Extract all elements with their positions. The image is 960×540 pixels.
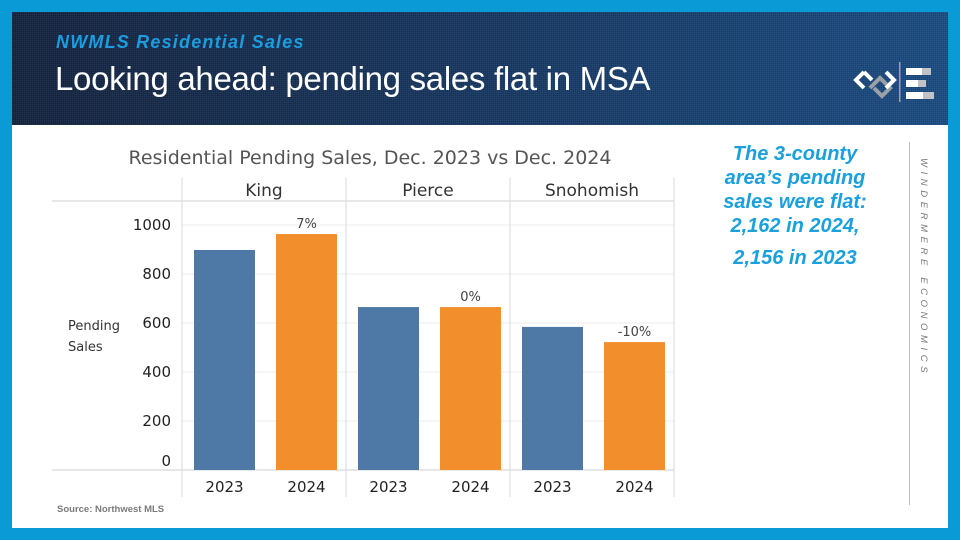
x-tick-label: 2023 bbox=[533, 478, 571, 496]
panel-title-pierce: Pierce bbox=[402, 181, 453, 201]
side-note-line: 2,162 in 2024, bbox=[730, 215, 860, 237]
economics-bars-icon bbox=[906, 68, 934, 99]
x-tick-label: 2024 bbox=[287, 478, 325, 496]
side-note: The 3-county area’s pending sales were f… bbox=[700, 142, 890, 270]
y-axis-label-line1: Pending bbox=[68, 319, 120, 334]
y-tick-label: 800 bbox=[142, 265, 171, 283]
bar-king-2023 bbox=[194, 249, 255, 470]
change-data-label: 7% bbox=[296, 217, 317, 232]
side-note-line: The 3-county bbox=[732, 143, 858, 165]
panel-title-snohomish: Snohomish bbox=[545, 181, 639, 201]
header-banner: NWMLS Residential Sales Looking ahead: p… bbox=[12, 12, 948, 125]
side-note-line: sales were flat: bbox=[723, 191, 867, 213]
bar-snohomish-2024 bbox=[604, 342, 665, 470]
windermere-w-logo-icon bbox=[853, 70, 897, 99]
change-data-label: -10% bbox=[618, 325, 652, 340]
panel-title-king: King bbox=[245, 181, 282, 201]
y-tick-label: 1000 bbox=[133, 216, 171, 234]
bar-pierce-2024 bbox=[440, 307, 501, 470]
brand-vertical-text: WINDERMERE ECONOMICS bbox=[918, 158, 929, 378]
source-note: Source: Northwest MLS bbox=[57, 504, 165, 515]
slide-title: Looking ahead: pending sales flat in MSA bbox=[55, 60, 651, 97]
x-tick-label: 2023 bbox=[369, 478, 407, 496]
x-tick-label: 2023 bbox=[205, 478, 243, 496]
y-tick-label: 200 bbox=[142, 412, 171, 430]
pending-sales-chart: Residential Pending Sales, Dec. 2023 vs … bbox=[52, 147, 675, 497]
logo-divider bbox=[899, 62, 901, 102]
y-tick-label: 600 bbox=[142, 314, 171, 332]
brand-divider bbox=[909, 142, 910, 505]
bar-king-2024 bbox=[276, 234, 337, 470]
x-tick-label: 2024 bbox=[615, 478, 653, 496]
chart-title: Residential Pending Sales, Dec. 2023 vs … bbox=[129, 147, 612, 169]
bar-pierce-2023 bbox=[358, 307, 419, 470]
y-tick-label: 0 bbox=[161, 452, 171, 470]
side-note-line: area’s pending bbox=[724, 167, 866, 189]
side-note-line: 2,156 in 2023 bbox=[733, 247, 857, 269]
x-tick-label: 2024 bbox=[451, 478, 489, 496]
bar-snohomish-2023 bbox=[522, 326, 583, 470]
slide: NWMLS Residential Sales Looking ahead: p… bbox=[12, 12, 948, 528]
change-data-label: 0% bbox=[460, 290, 481, 305]
windermere-logo bbox=[853, 62, 934, 102]
slide-kicker: NWMLS Residential Sales bbox=[56, 32, 305, 52]
y-axis-label-line2: Sales bbox=[68, 340, 103, 355]
y-tick-label: 400 bbox=[142, 363, 171, 381]
